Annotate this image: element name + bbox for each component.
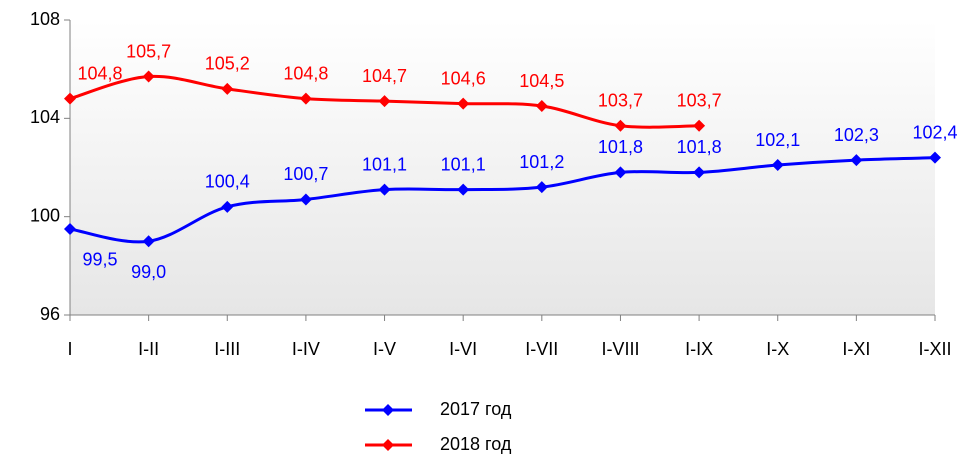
data-label: 104,7 [362, 66, 407, 86]
point-marker [693, 166, 706, 179]
x-tick-label: I-VII [525, 339, 558, 359]
data-label: 104,8 [77, 63, 122, 83]
point-marker [142, 70, 155, 83]
data-label: 104,8 [283, 63, 328, 83]
data-label: 99,5 [82, 250, 117, 270]
x-tick-label: I-VI [449, 339, 477, 359]
point-marker [614, 166, 627, 179]
point-marker [535, 100, 548, 113]
point-marker [535, 181, 548, 194]
y-tick-label: 104 [30, 107, 60, 127]
point-marker [929, 151, 941, 164]
data-label: 103,7 [598, 90, 643, 110]
x-tick-label: I-IV [292, 339, 320, 359]
data-label: 102,1 [755, 130, 800, 150]
x-tick-label: I-IX [685, 339, 713, 359]
data-label: 105,2 [205, 54, 250, 74]
legend-label: 2018 год [440, 434, 512, 454]
y-tick-label: 100 [30, 205, 60, 225]
data-label: 102,4 [912, 122, 957, 142]
point-marker [64, 222, 76, 235]
data-label: 105,7 [126, 41, 171, 61]
x-tick-label: I [67, 339, 72, 359]
point-marker [299, 193, 312, 206]
point-marker [64, 92, 76, 105]
data-label: 101,8 [598, 137, 643, 157]
x-tick-label: I-V [373, 339, 396, 359]
point-marker [457, 183, 470, 196]
point-marker [771, 159, 784, 172]
point-marker [221, 200, 234, 213]
legend-marker [382, 404, 394, 416]
data-label: 101,1 [441, 154, 486, 174]
data-label: 101,8 [677, 137, 722, 157]
data-label: 100,7 [283, 164, 328, 184]
point-marker [299, 92, 312, 105]
data-label: 101,2 [519, 152, 564, 172]
point-marker [142, 235, 155, 248]
point-marker [378, 183, 391, 196]
data-label: 103,7 [677, 90, 722, 110]
x-tick-label: I-II [138, 339, 159, 359]
legend-label: 2017 год [440, 399, 512, 419]
y-tick-label: 108 [30, 9, 60, 29]
data-label: 101,1 [362, 154, 407, 174]
point-marker [457, 97, 470, 110]
data-label: 102,3 [834, 125, 879, 145]
legend-marker [382, 439, 394, 451]
x-tick-label: I-X [766, 339, 789, 359]
data-label: 104,5 [519, 71, 564, 91]
data-label: 100,4 [205, 172, 250, 192]
point-marker [614, 119, 627, 132]
point-marker [378, 95, 391, 108]
data-label: 99,0 [131, 262, 166, 282]
y-tick-label: 96 [40, 304, 60, 324]
point-marker [693, 119, 706, 132]
x-tick-label: I-XI [842, 339, 870, 359]
x-tick-label: I-III [214, 339, 240, 359]
point-marker [850, 154, 863, 167]
x-tick-label: I-VIII [601, 339, 639, 359]
data-label: 104,6 [441, 68, 486, 88]
x-tick-label: I-XII [918, 339, 951, 359]
plot-area [70, 20, 935, 315]
point-marker [221, 82, 234, 95]
